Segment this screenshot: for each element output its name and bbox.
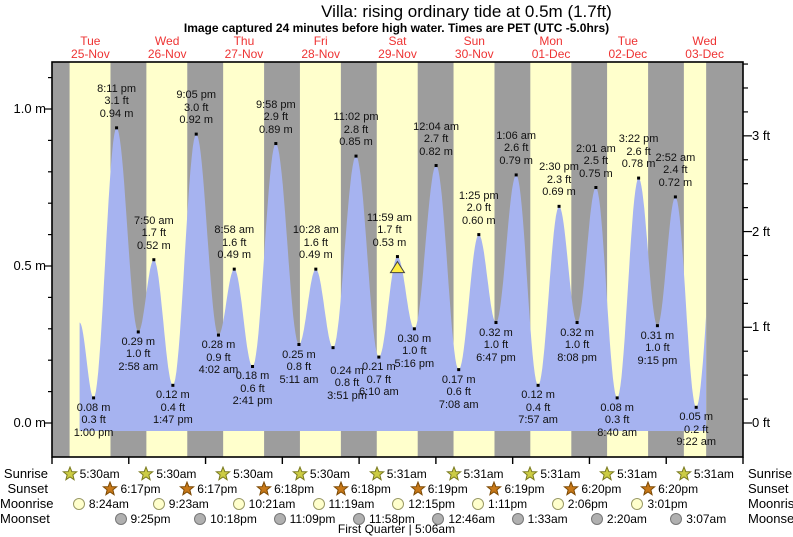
tide-extreme-dot [457, 368, 461, 372]
tide-extreme-dot [655, 324, 659, 328]
moon-phase-note: First Quarter | 5:06am [337, 522, 456, 536]
tide-extreme-dot [494, 321, 498, 325]
moonset-row-label-left: Moonset [0, 511, 50, 526]
tide-extreme-dot [194, 132, 198, 136]
tide-extreme-dot [314, 267, 318, 271]
sunset-row-label-left: Sunset [7, 481, 48, 496]
tide-extreme-dot [536, 383, 540, 387]
tide-extreme-dot [232, 267, 236, 271]
moonset-row-label-right: Moonset [748, 511, 793, 526]
sunrise-row-label-left: Sunrise [3, 466, 48, 481]
tide-curve-area [79, 127, 707, 432]
tide-extreme-dot [331, 346, 335, 350]
plot-frame [51, 61, 744, 458]
tide-extreme-dot [251, 364, 255, 368]
current-time-marker-icon [389, 260, 406, 274]
tide-extreme-dot [594, 186, 598, 189]
moonrise-row-label-left: Moonrise [0, 496, 54, 511]
sunrise-row-label-right: Sunrise [748, 466, 793, 481]
tide-extreme-dot [274, 142, 278, 146]
tide-extreme-dot [615, 396, 619, 400]
tide-extreme-dot [412, 327, 416, 331]
tide-extreme-dot [557, 204, 561, 208]
tide-extreme-dot [434, 164, 438, 168]
tide-extreme-dot [575, 321, 579, 325]
tide-extreme-dot [477, 233, 481, 237]
tide-extreme-dot [673, 195, 677, 199]
tide-extreme-dot [92, 396, 96, 400]
tide-extreme-dot [115, 126, 119, 130]
moonrise-row-label-right: Moonrise [748, 496, 793, 511]
tide-extreme-dot [136, 330, 140, 334]
tide-extreme-dot [637, 176, 641, 180]
tide-extreme-dot [297, 343, 301, 346]
sunset-row-label-right: Sunset [748, 481, 789, 496]
tide-extreme-dot [354, 154, 358, 158]
tide-extreme-dot [377, 355, 381, 359]
chart-subtitle: Image captured 24 minutes before high wa… [183, 21, 610, 35]
page-title: Villa: rising ordinary tide at 0.5m (1.7… [321, 2, 612, 21]
tide-extreme-dot [171, 383, 175, 387]
tide-extreme-dot [514, 173, 518, 177]
tide-extreme-dot [152, 258, 156, 262]
tide-extreme-dot [216, 333, 220, 337]
tide-extreme-dot [395, 255, 399, 259]
tide-extreme-dot [694, 405, 698, 409]
